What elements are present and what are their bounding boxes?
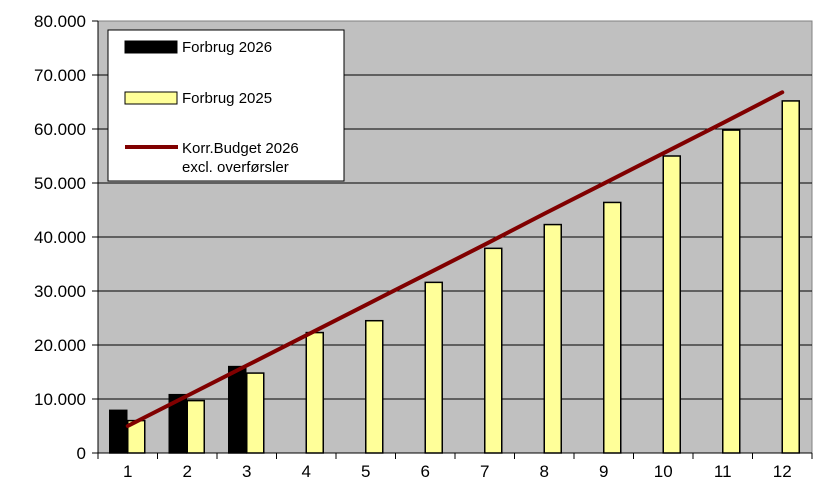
x-tick-label: 6 <box>421 462 430 481</box>
x-tick-label: 8 <box>540 462 549 481</box>
bar-forbrug-2025 <box>305 331 324 454</box>
x-tick-label: 2 <box>183 462 192 481</box>
bar-forbrug-2026 <box>109 409 128 454</box>
y-tick-label: 10.000 <box>34 390 86 409</box>
bar-forbrug-2025 <box>484 247 503 454</box>
x-tick-label: 11 <box>714 462 732 481</box>
legend-label-korr-budget-line2: excl. overførsler <box>182 159 289 176</box>
legend-swatch-forbrug-2026 <box>124 40 178 54</box>
x-tick-labels: 1 2 3 4 5 6 7 8 9 10 11 12 <box>123 462 792 481</box>
bar-forbrug-2025 <box>781 100 800 454</box>
x-tick-label: 5 <box>361 462 370 481</box>
x-tick-label: 9 <box>599 462 608 481</box>
bar-forbrug-2025 <box>365 319 384 454</box>
bars <box>109 100 800 454</box>
budget-line-group <box>125 90 785 428</box>
bar-forbrug-2025 <box>722 129 741 454</box>
x-tick-label: 4 <box>302 462 311 481</box>
y-tick-label: 70.000 <box>34 66 86 85</box>
legend-swatch-forbrug-2025 <box>124 91 178 105</box>
bar-forbrug-2025 <box>543 223 562 454</box>
y-tick-label: 80.000 <box>34 12 86 31</box>
bar-forbrug-2025 <box>246 372 265 454</box>
legend: Forbrug 2026 Forbrug 2025 Korr.Budget 20… <box>107 29 345 182</box>
y-tick-label: 60.000 <box>34 120 86 139</box>
y-tick-label: 30.000 <box>34 282 86 301</box>
bar-forbrug-2025 <box>424 281 443 454</box>
bar-forbrug-2025 <box>662 155 681 454</box>
x-tick-label: 7 <box>480 462 489 481</box>
y-tick-label: 0 <box>77 444 86 463</box>
legend-label-forbrug-2025: Forbrug 2025 <box>182 90 272 107</box>
bar-forbrug-2026 <box>228 365 247 454</box>
y-tick-labels: 0 10.000 20.000 30.000 40.000 50.000 60.000 70.… <box>34 12 86 463</box>
bar-forbrug-2025 <box>186 399 205 454</box>
budget-line <box>125 90 785 428</box>
x-tick-label: 12 <box>773 462 792 481</box>
legend-label-forbrug-2026: Forbrug 2026 <box>182 39 272 56</box>
bar-forbrug-2025 <box>603 201 622 454</box>
axes <box>92 20 813 459</box>
y-tick-label: 20.000 <box>34 336 86 355</box>
gridlines <box>98 74 812 400</box>
x-tick-label: 1 <box>123 462 132 481</box>
y-tick-label: 50.000 <box>34 174 86 193</box>
y-tick-label: 40.000 <box>34 228 86 247</box>
x-tick-label: 3 <box>242 462 251 481</box>
legend-box <box>107 29 345 182</box>
legend-label-korr-budget: Korr.Budget 2026 <box>182 140 299 157</box>
x-tick-label: 10 <box>654 462 673 481</box>
